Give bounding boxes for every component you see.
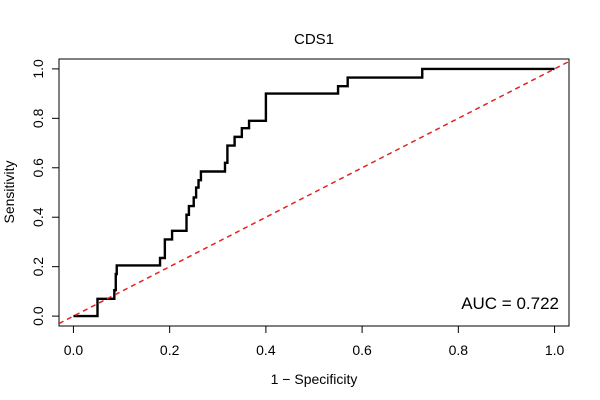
- x-tick-label: 0.4: [256, 342, 276, 358]
- auc-annotation: AUC = 0.722: [461, 294, 559, 313]
- y-tick-label: 0.0: [30, 306, 46, 326]
- y-tick-label: 1.0: [30, 59, 46, 79]
- reference-diagonal: [59, 60, 569, 325]
- x-tick-label: 0.8: [449, 342, 469, 358]
- x-tick-label: 0.0: [64, 342, 84, 358]
- y-axis-label: Sensitivity: [1, 160, 17, 223]
- y-tick-label: 0.2: [30, 257, 46, 277]
- x-tick-label: 1.0: [545, 342, 565, 358]
- chart-marks: [59, 60, 569, 325]
- chart-title: CDS1: [294, 31, 334, 48]
- y-tick-label: 0.4: [30, 207, 46, 227]
- x-axis-label: 1 − Specificity: [271, 371, 358, 387]
- y-tick-label: 0.8: [30, 108, 46, 128]
- x-tick-label: 0.2: [160, 342, 180, 358]
- x-tick-label: 0.6: [352, 342, 372, 358]
- axes: 0.0 0.2 0.4 0.6 0.8 1.0 0.0 0.2 0.4 0.6 0.8 1.0: [30, 59, 565, 358]
- roc-curve: [73, 67, 555, 318]
- y-tick-label: 0.6: [30, 158, 46, 178]
- plot-frame: [58, 58, 570, 327]
